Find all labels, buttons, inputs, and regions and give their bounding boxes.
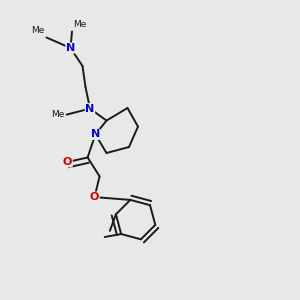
Text: Me: Me [32,26,45,35]
Text: Me: Me [51,110,64,119]
Text: N: N [85,103,94,114]
Text: N: N [66,43,75,53]
Text: O: O [63,157,72,167]
Text: O: O [90,192,99,202]
Text: N: N [91,129,100,140]
Text: Me: Me [74,20,87,29]
